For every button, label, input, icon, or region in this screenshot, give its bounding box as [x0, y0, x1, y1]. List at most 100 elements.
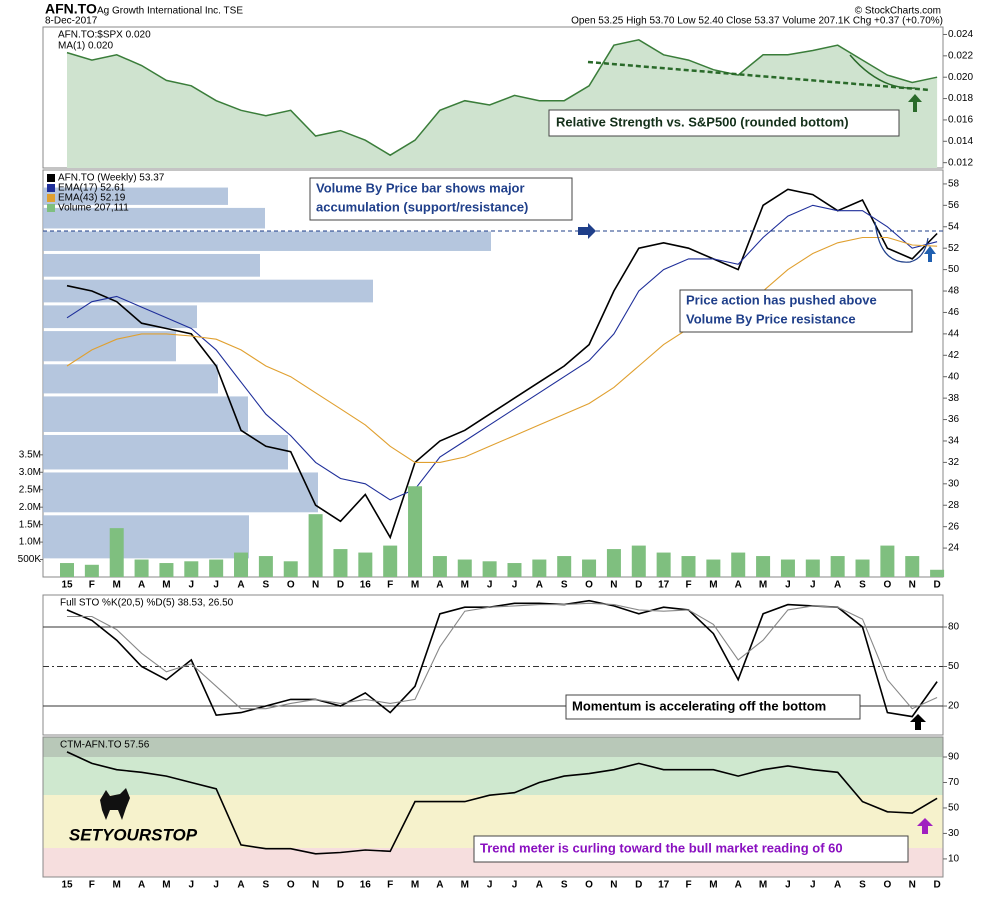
volume-by-price-bar	[43, 305, 197, 329]
x-tick-label: 15	[61, 580, 73, 591]
volume-bar	[457, 559, 472, 577]
x-tick-label: J	[810, 580, 816, 591]
x-tick-label: S	[859, 580, 866, 591]
x-tick-label: 16	[360, 880, 372, 891]
x-tick-label: J	[512, 580, 518, 591]
x-tick-label: O	[287, 580, 295, 591]
y-tick-label: 0.014	[948, 136, 973, 147]
x-tick-label: A	[834, 580, 841, 591]
annotation-box	[309, 177, 573, 221]
x-tick-label: D	[337, 580, 344, 591]
y-tick-label: 90	[948, 752, 960, 763]
x-tick-label: A	[735, 580, 742, 591]
series-line	[66, 599, 938, 718]
ctm-band	[43, 737, 943, 757]
x-tick-label: O	[883, 580, 891, 591]
volume-bar	[283, 561, 298, 577]
x-tick-label: A	[237, 880, 244, 891]
volume-bar	[805, 559, 820, 577]
volume-by-price-bar	[43, 434, 288, 470]
x-tick-label: M	[411, 580, 419, 591]
volume-bar	[432, 556, 447, 577]
x-tick-label: J	[785, 580, 791, 591]
x-tick-label: O	[883, 880, 891, 891]
volume-bar	[532, 559, 547, 577]
volume-by-price-bar	[43, 396, 248, 432]
legend-label: AFN.TO:$SPX 0.020	[58, 30, 151, 41]
date: 8-Dec-2017	[45, 16, 98, 27]
x-tick-label: M	[461, 880, 469, 891]
volume-by-price-bar	[43, 331, 176, 362]
y-tick-label: 50	[948, 661, 960, 672]
annotation-box	[473, 835, 909, 863]
annotation: accumulation (support/resistance)	[316, 199, 528, 214]
x-tick-label: D	[337, 880, 344, 891]
y-tick-label: 70	[948, 777, 960, 788]
y-tick-label: 54	[948, 221, 960, 232]
x-tick-label: 17	[658, 880, 670, 891]
y-tick-label: 52	[948, 243, 960, 254]
volume-bar	[258, 556, 273, 577]
y-tick-label: 58	[948, 179, 960, 190]
arrow	[910, 714, 926, 730]
ctm-panel	[42, 736, 944, 878]
y2-tick-label: 1.5M	[19, 519, 41, 530]
volume-by-price-bar	[43, 472, 318, 513]
volume-bar	[109, 528, 124, 577]
x-tick-label: N	[909, 880, 916, 891]
x-tick-label: N	[312, 880, 319, 891]
volume-bar	[333, 549, 348, 577]
legend-label: EMA(17) 52.61	[58, 183, 126, 194]
volume-bar	[905, 556, 920, 577]
x-tick-label: S	[561, 580, 568, 591]
volume-bar	[308, 514, 323, 577]
y-tick-label: 20	[948, 701, 960, 712]
volume-by-price-bar	[43, 364, 218, 394]
x-tick-label: 17	[658, 580, 670, 591]
series-line	[67, 602, 938, 710]
volume-bar	[656, 552, 671, 577]
x-tick-label: J	[785, 880, 791, 891]
x-tick-label: A	[834, 880, 841, 891]
x-tick-label: S	[561, 880, 568, 891]
y-tick-label: 80	[948, 622, 960, 633]
x-tick-label: M	[113, 880, 121, 891]
y2-tick-label: 3.5M	[19, 449, 41, 460]
volume-bar	[358, 552, 373, 577]
rs-line	[66, 39, 938, 157]
y-tick-label: 0.018	[948, 93, 973, 104]
x-tick-label: M	[461, 580, 469, 591]
series-line	[66, 188, 938, 540]
x-tick-label: D	[933, 880, 940, 891]
x-tick-label: J	[213, 880, 219, 891]
y-tick-label: 46	[948, 307, 960, 318]
volume-by-price-bar	[43, 187, 228, 205]
volume-bar	[930, 569, 945, 577]
x-tick-label: D	[635, 880, 642, 891]
y2-tick-label: 2.5M	[19, 484, 41, 495]
x-tick-label: N	[610, 880, 617, 891]
annotation: Momentum is accelerating off the bottom	[572, 698, 826, 713]
volume-bar	[557, 556, 572, 577]
x-tick-label: M	[759, 580, 767, 591]
y-tick-label: 30	[948, 478, 960, 489]
x-tick-label: F	[685, 880, 691, 891]
volume-bar	[383, 545, 398, 577]
x-tick-label: F	[387, 880, 393, 891]
y-tick-label: 28	[948, 500, 960, 511]
symbol: AFN.TO	[45, 1, 97, 17]
y-tick-label: 0.024	[948, 29, 973, 40]
x-tick-label: S	[859, 880, 866, 891]
x-tick-label: M	[162, 880, 170, 891]
volume-bar	[582, 559, 597, 577]
x-tick-label: J	[487, 580, 493, 591]
y-tick-label: 50	[948, 264, 960, 275]
volume-bar	[60, 563, 74, 577]
annotation: Volume By Price bar shows major	[316, 180, 525, 195]
y-tick-label: 24	[948, 543, 960, 554]
volume-bar	[706, 559, 721, 577]
y-tick-label: 0.016	[948, 115, 973, 126]
annotation: Volume By Price resistance	[686, 311, 856, 326]
series-line	[66, 236, 938, 463]
quote: Open 53.25 High 53.70 Low 52.40 Close 53…	[571, 16, 943, 27]
